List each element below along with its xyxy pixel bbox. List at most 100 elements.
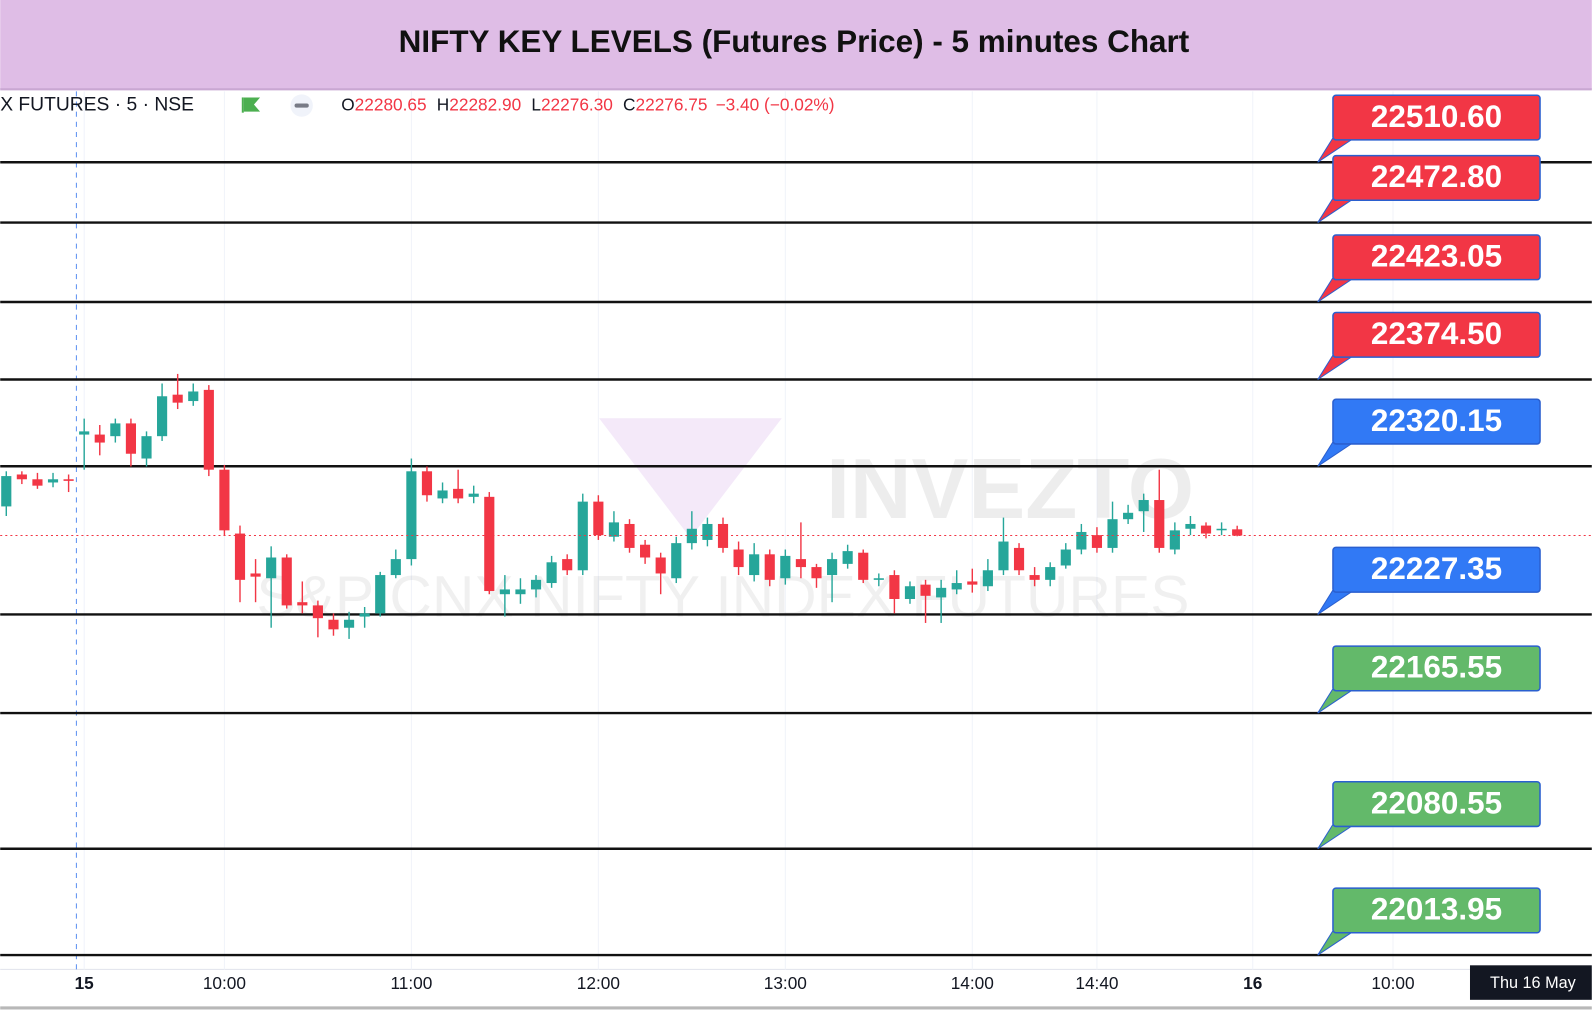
ohlc-value: 22276.30 bbox=[541, 94, 613, 114]
candle-body bbox=[655, 557, 666, 574]
candle-body bbox=[375, 575, 386, 614]
level-label-box bbox=[1332, 645, 1541, 692]
crosshair-date: Thu 16 May bbox=[1490, 974, 1577, 992]
x-tick-label: 10:00 bbox=[203, 973, 246, 993]
candle-body bbox=[1154, 500, 1165, 548]
candle-body bbox=[172, 394, 183, 403]
candle-body bbox=[1216, 528, 1227, 531]
candle-body bbox=[811, 567, 822, 579]
candle-body bbox=[390, 559, 401, 576]
candle-body bbox=[764, 554, 775, 580]
candle-body bbox=[608, 522, 620, 537]
change-value: −3.40 (−0.02%) bbox=[716, 94, 835, 114]
candle-body bbox=[1045, 567, 1056, 580]
ohlc-value: 22276.75 bbox=[636, 94, 708, 114]
level-label: 22080.55 bbox=[1371, 785, 1502, 820]
candle-body bbox=[328, 619, 339, 630]
candle-body bbox=[1107, 519, 1118, 548]
candle-body bbox=[717, 523, 729, 548]
flag-icon-pole bbox=[241, 97, 244, 113]
candle-body bbox=[842, 551, 853, 564]
candle-body bbox=[1123, 512, 1134, 520]
candle-body bbox=[1076, 531, 1087, 550]
candle-body bbox=[1200, 525, 1212, 534]
x-tick-label: 14:40 bbox=[1075, 973, 1118, 993]
candle-body bbox=[951, 583, 962, 590]
candle-body bbox=[1091, 535, 1103, 548]
candle-body bbox=[562, 559, 573, 571]
ohlc-legend: O22280.65 H22282.90 L22276.30 C22276.75 −3.4… bbox=[341, 94, 834, 114]
time-axis bbox=[0, 969, 1592, 1012]
level-label: 22013.95 bbox=[1371, 892, 1502, 927]
x-tick-label: 10:00 bbox=[1371, 973, 1414, 993]
candle-body bbox=[593, 501, 604, 536]
candle-body bbox=[94, 434, 105, 443]
candle-body bbox=[1060, 549, 1071, 566]
candle-body bbox=[967, 581, 978, 585]
level-label: 22423.05 bbox=[1371, 239, 1502, 274]
candle-body bbox=[468, 493, 479, 497]
candle-body bbox=[889, 575, 900, 600]
flag-icon bbox=[243, 97, 261, 112]
candle-body bbox=[515, 589, 526, 595]
candle-body bbox=[453, 488, 464, 499]
candle-body bbox=[188, 391, 199, 402]
candle-body bbox=[998, 541, 1009, 571]
candle-body bbox=[546, 562, 557, 584]
level-label: 22320.15 bbox=[1371, 403, 1502, 438]
ohlc-value: 22280.65 bbox=[355, 94, 427, 114]
candle-body bbox=[1138, 500, 1149, 512]
ohlc-key: L bbox=[531, 94, 541, 114]
ohlc-value: 22282.90 bbox=[449, 94, 521, 114]
candle-body bbox=[1232, 529, 1243, 536]
candle-body bbox=[1, 476, 12, 507]
candle-body bbox=[359, 613, 370, 617]
candle-body bbox=[32, 479, 43, 486]
candle-body bbox=[640, 544, 651, 558]
candle-body bbox=[63, 479, 74, 481]
candle-body bbox=[110, 423, 121, 437]
level-label-box bbox=[1332, 398, 1541, 445]
x-tick-label: 16 bbox=[1243, 973, 1262, 993]
symbol-label: X FUTURES · 5 · NSE bbox=[0, 95, 194, 116]
candle-body bbox=[702, 523, 713, 540]
candle-body bbox=[873, 578, 884, 580]
candle-body bbox=[671, 543, 682, 579]
crosshair-date-box bbox=[1469, 965, 1592, 1000]
candle-body bbox=[79, 431, 90, 435]
level-label-box bbox=[1332, 887, 1541, 934]
ohlc-key: C bbox=[623, 94, 635, 114]
candle-body bbox=[484, 496, 495, 592]
candle-body bbox=[234, 533, 246, 580]
candle-body bbox=[795, 559, 806, 568]
candle-body bbox=[1013, 547, 1025, 571]
candle-body bbox=[203, 389, 214, 470]
ohlc-key: O bbox=[341, 94, 354, 114]
ohlc-key: H bbox=[437, 94, 449, 114]
x-tick-label: 14:00 bbox=[951, 973, 994, 993]
candle-body bbox=[1029, 575, 1040, 580]
candle-body bbox=[343, 619, 355, 628]
level-label-box bbox=[1332, 781, 1541, 828]
candle-body bbox=[437, 490, 448, 499]
candle-body bbox=[904, 586, 916, 600]
x-tick-label: 12:00 bbox=[577, 973, 620, 993]
candle-body bbox=[749, 554, 760, 576]
level-label-box bbox=[1332, 546, 1541, 593]
level-label: 22374.50 bbox=[1371, 316, 1502, 351]
x-tick-label: 15 bbox=[75, 973, 95, 993]
watermark-logo-mark bbox=[599, 418, 782, 538]
candle-body bbox=[125, 423, 137, 454]
candle-body bbox=[297, 602, 308, 606]
level-label: 22227.35 bbox=[1371, 551, 1502, 586]
candle-body bbox=[157, 396, 168, 437]
level-label-box bbox=[1332, 154, 1541, 202]
candle-body bbox=[219, 469, 230, 531]
candle-body bbox=[1169, 530, 1180, 550]
candle-body bbox=[312, 605, 323, 619]
candle-body bbox=[624, 523, 635, 548]
title-banner bbox=[0, 0, 1592, 90]
candle-body bbox=[281, 557, 292, 606]
